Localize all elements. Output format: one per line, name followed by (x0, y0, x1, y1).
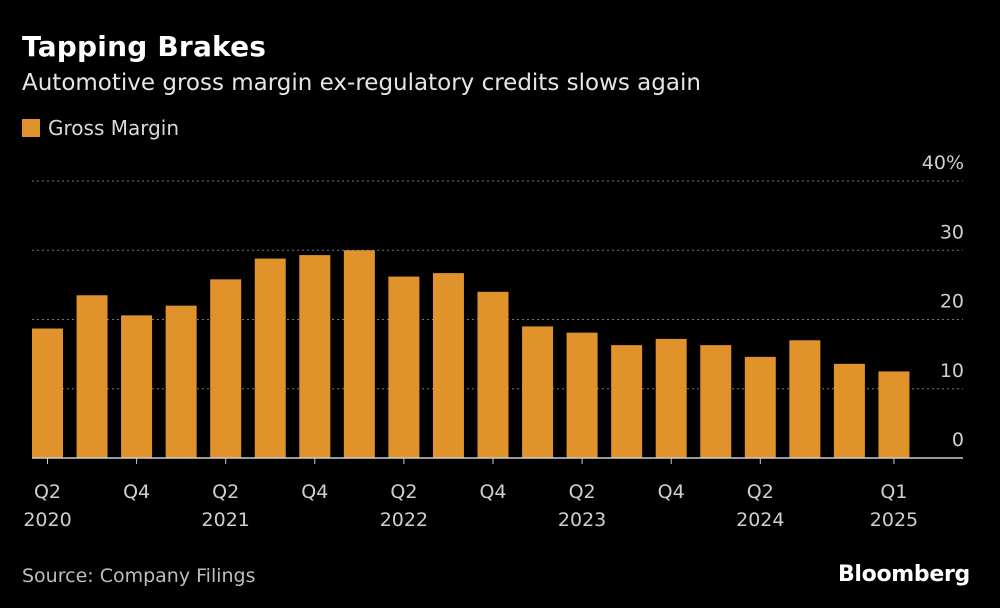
bar (165, 305, 197, 458)
y-tick-label: 40% (922, 152, 964, 174)
bar (432, 273, 464, 458)
bar (700, 345, 732, 458)
x-tick-year-label: 2021 (202, 509, 250, 531)
bar (611, 345, 643, 458)
bar (388, 276, 420, 458)
x-tick-label: Q2 (34, 481, 61, 503)
x-tick-label: Q4 (479, 481, 506, 503)
x-tick-year-label: 2024 (736, 509, 784, 531)
bloomberg-logo: Bloomberg (837, 562, 970, 587)
bar (299, 255, 331, 458)
x-tick-year-label: 2022 (380, 509, 428, 531)
bar (878, 371, 910, 458)
y-tick-label: 20 (940, 291, 964, 313)
y-tick-label: 0 (952, 429, 964, 451)
bar (789, 340, 821, 458)
x-tick-label: Q1 (880, 481, 907, 503)
chart-title: Tapping Brakes (22, 30, 267, 63)
bar (744, 356, 776, 458)
legend-label: Gross Margin (48, 116, 180, 140)
source-note: Source: Company Filings (22, 565, 256, 587)
bar (477, 291, 509, 458)
x-tick-label: Q2 (212, 481, 239, 503)
x-tick-year-label: 2023 (558, 509, 606, 531)
x-tick-label: Q4 (658, 481, 685, 503)
bar (210, 279, 242, 458)
bar (76, 295, 108, 458)
legend: Gross Margin (22, 116, 179, 140)
x-tick-label: Q2 (747, 481, 774, 503)
x-tick-label: Q2 (390, 481, 417, 503)
bar (655, 338, 687, 458)
bar (254, 258, 286, 458)
x-tick-label: Q4 (301, 481, 328, 503)
x-tick-year-label: 2020 (23, 509, 71, 531)
bar (833, 363, 865, 458)
chart-subtitle: Automotive gross margin ex-regulatory cr… (22, 70, 701, 96)
bar (343, 250, 375, 458)
bar (121, 315, 153, 458)
x-tick-label: Q2 (569, 481, 596, 503)
y-tick-label: 10 (940, 360, 964, 382)
y-tick-label: 30 (940, 221, 964, 243)
x-tick-label: Q4 (123, 481, 150, 503)
legend-swatch (22, 119, 40, 137)
bar (522, 326, 554, 458)
bar (566, 332, 598, 458)
x-tick-year-label: 2025 (870, 509, 918, 531)
bar (32, 328, 63, 458)
